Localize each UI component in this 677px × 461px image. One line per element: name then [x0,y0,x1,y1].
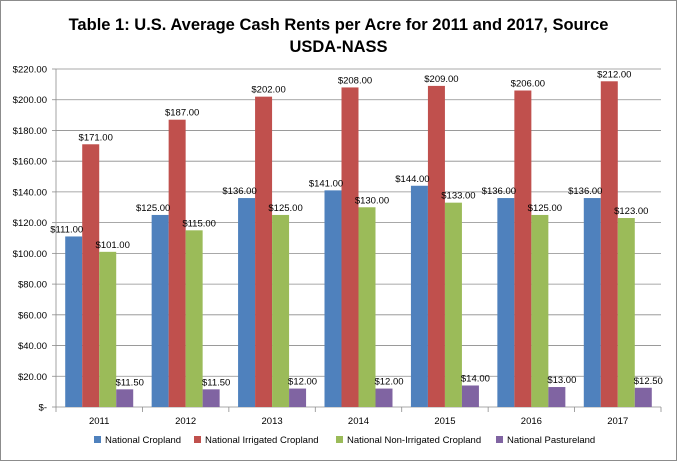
y-tick-label: $60.00 [18,310,47,321]
bar [461,385,479,407]
legend-label: National Irrigated Cropland [205,435,319,446]
bar [65,236,83,407]
data-label: $14.00 [461,373,490,384]
data-label: $144.00 [395,174,429,185]
bar [427,85,445,408]
bar [202,389,220,407]
data-label: $136.00 [568,186,602,197]
y-tick-label: $80.00 [18,280,47,291]
y-tick-label: $200.00 [13,95,47,106]
legend-swatch [336,436,343,443]
x-tick-label: 2014 [348,416,369,427]
bar [358,207,376,407]
y-tick-label: $- [39,403,47,414]
bar [583,198,601,407]
chart-title-line-2: USDA-NASS [289,38,388,56]
data-label: $125.00 [136,203,170,214]
bar [238,198,256,407]
data-label: $202.00 [251,85,285,96]
bar [600,81,618,408]
data-label: $136.00 [482,186,516,197]
data-labels: $111.00 $171.00 $101.00 $11.50 $125.00 $187.0… [50,69,663,388]
bar [324,190,342,407]
data-label: $209.00 [424,74,458,85]
data-label: $171.00 [79,132,113,143]
y-tick-label: $140.00 [13,187,47,198]
x-tick-label: 2012 [175,416,196,427]
bar [151,214,169,407]
bar [548,387,566,407]
x-tick-label: 2017 [607,416,628,427]
y-tick-label: $180.00 [13,126,47,137]
y-tick-label: $20.00 [18,372,47,383]
bars [65,81,652,408]
data-label: $11.50 [116,377,144,388]
y-tick-label: $40.00 [18,341,47,352]
bar [375,388,393,407]
bar [185,230,203,407]
bar [168,119,186,407]
bar [617,218,635,407]
data-label: $212.00 [597,69,631,80]
bar [289,388,307,407]
legend-swatch [496,436,503,443]
data-label: $123.00 [614,206,648,217]
data-label: $11.50 [202,377,230,388]
legend-label: National Pastureland [507,435,595,446]
bar [634,387,652,407]
legend-label: National Cropland [105,435,181,446]
bar [82,144,100,408]
legend-label: National Non-Irrigated Cropland [347,435,481,446]
x-tick-labels: 2011 2012 2013 2014 2015 2016 2017 [89,416,628,427]
y-tick-label: $100.00 [13,249,47,260]
data-label: $136.00 [222,186,256,197]
bar [255,96,273,408]
y-tick-label: $160.00 [13,157,47,168]
data-label: $133.00 [441,191,475,202]
legend-swatch [194,436,201,443]
bar [272,214,290,407]
bar [444,202,462,407]
data-label: $13.00 [547,375,576,386]
data-label: $206.00 [511,79,545,90]
legend: National Cropland National Irrigated Crop… [94,435,595,446]
data-label: $125.00 [528,203,562,214]
x-tick-label: 2011 [89,416,109,427]
data-label: $141.00 [309,178,343,189]
x-tick-label: 2015 [434,416,455,427]
x-tick-label: 2013 [262,416,283,427]
chart-title: Table 1: U.S. Average Cash Rents per Acr… [0,14,677,58]
bar [410,185,428,407]
bar [514,90,532,407]
data-label: $125.00 [268,203,302,214]
bar [99,251,117,407]
data-label: $115.00 [182,218,216,229]
bar [116,389,134,407]
data-label: $111.00 [50,224,83,235]
data-label: $187.00 [165,108,199,119]
data-label: $12.00 [374,377,403,388]
bar [341,87,359,407]
y-tick-label: $120.00 [13,218,47,229]
data-label: $101.00 [96,240,130,251]
legend-swatch [94,436,101,443]
y-tick-label: $220.00 [13,65,47,76]
data-label: $130.00 [355,195,389,206]
data-label: $12.50 [634,376,663,387]
data-label: $208.00 [338,75,372,86]
y-tick-labels: $- $20.00 $40.00 $60.00 $80.00 $100.00 $120.00… [13,65,47,414]
chart-title-line-1: Table 1: U.S. Average Cash Rents per Acr… [68,16,609,34]
data-label: $12.00 [288,377,317,388]
bar [497,198,515,407]
bar [531,214,549,407]
x-tick-label: 2016 [521,416,542,427]
